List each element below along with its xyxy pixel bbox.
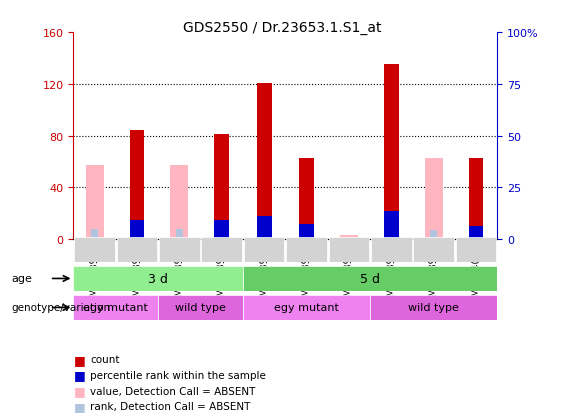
Text: genotype/variation: genotype/variation <box>11 303 110 313</box>
FancyBboxPatch shape <box>117 237 157 262</box>
Text: ■: ■ <box>73 400 85 413</box>
FancyBboxPatch shape <box>202 237 242 262</box>
Bar <box>468 158 484 240</box>
Text: age: age <box>11 274 32 284</box>
Bar <box>91 229 98 240</box>
Bar <box>425 158 442 240</box>
Bar <box>299 224 314 240</box>
Text: 5 d: 5 d <box>360 272 380 285</box>
FancyBboxPatch shape <box>370 295 497 320</box>
Bar <box>340 236 358 240</box>
FancyBboxPatch shape <box>243 266 497 291</box>
FancyBboxPatch shape <box>243 295 370 320</box>
FancyBboxPatch shape <box>328 237 370 262</box>
FancyBboxPatch shape <box>73 295 158 320</box>
Bar <box>468 227 484 240</box>
FancyBboxPatch shape <box>244 237 284 262</box>
Bar <box>214 220 229 240</box>
Bar <box>299 158 314 240</box>
Text: ■: ■ <box>73 384 85 397</box>
Text: ■: ■ <box>73 353 85 366</box>
Bar <box>129 220 145 240</box>
FancyBboxPatch shape <box>73 266 243 291</box>
FancyBboxPatch shape <box>75 237 115 262</box>
Text: wild type: wild type <box>408 303 459 313</box>
FancyBboxPatch shape <box>413 237 454 262</box>
Text: egy mutant: egy mutant <box>84 303 148 313</box>
Text: 3 d: 3 d <box>148 272 168 285</box>
Text: GDS2550 / Dr.23653.1.S1_at: GDS2550 / Dr.23653.1.S1_at <box>183 21 382 35</box>
Bar <box>129 131 145 240</box>
FancyBboxPatch shape <box>159 237 200 262</box>
Text: percentile rank within the sample: percentile rank within the sample <box>90 370 266 380</box>
Bar <box>384 211 399 240</box>
FancyBboxPatch shape <box>158 295 243 320</box>
Text: value, Detection Call = ABSENT: value, Detection Call = ABSENT <box>90 386 256 396</box>
Text: egy mutant: egy mutant <box>274 303 339 313</box>
Bar <box>257 216 272 240</box>
Bar <box>384 65 399 240</box>
FancyBboxPatch shape <box>455 237 497 262</box>
Bar <box>171 166 188 240</box>
Text: ■: ■ <box>73 368 85 382</box>
Bar <box>214 135 229 240</box>
Text: rank, Detection Call = ABSENT: rank, Detection Call = ABSENT <box>90 401 251 411</box>
Bar <box>257 83 272 240</box>
Bar <box>86 166 103 240</box>
Text: wild type: wild type <box>175 303 226 313</box>
FancyBboxPatch shape <box>371 237 411 262</box>
FancyBboxPatch shape <box>286 237 327 262</box>
Bar <box>430 230 437 240</box>
Text: count: count <box>90 354 120 364</box>
Bar <box>176 229 183 240</box>
